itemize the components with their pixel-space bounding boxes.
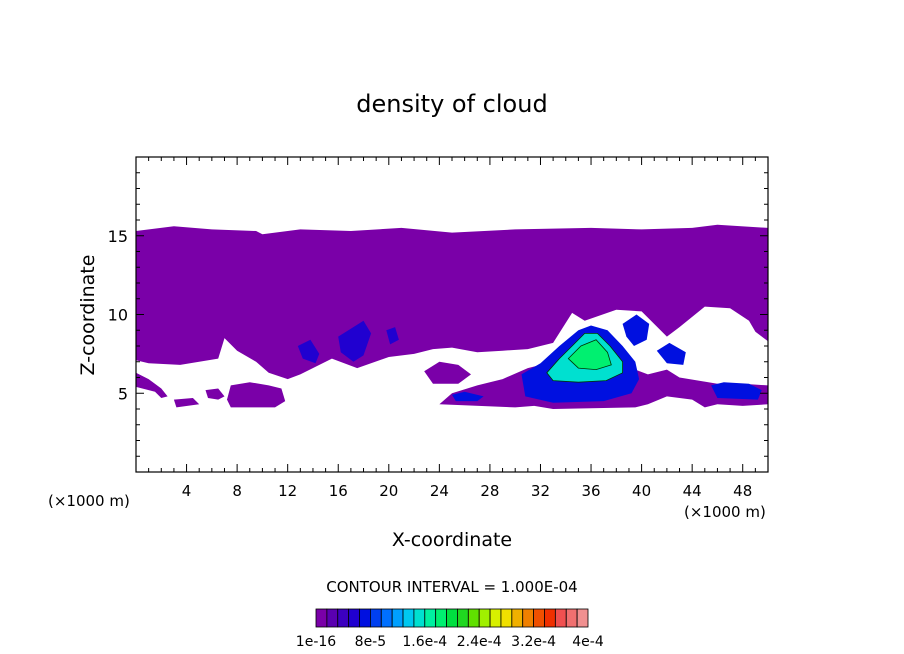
x-tick-label: 4 xyxy=(182,482,192,500)
colorbar-swatch xyxy=(326,608,339,628)
colorbar-swatch xyxy=(391,608,404,628)
contour-interval-text: CONTOUR INTERVAL = 1.000E-04 xyxy=(326,578,577,596)
colorbar-label: 3.2e-4 xyxy=(511,634,556,650)
y-tick-label: 10 xyxy=(108,306,128,325)
colorbar-swatch xyxy=(478,608,491,628)
contour-region-4 xyxy=(205,388,225,400)
colorbar-swatch xyxy=(380,608,393,628)
colorbar-swatch xyxy=(315,608,328,628)
colorbar-swatch xyxy=(337,608,350,628)
colorbar-label: 8e-5 xyxy=(355,634,386,650)
x-tick-label: 16 xyxy=(329,482,348,500)
contour-region-12 xyxy=(656,342,686,365)
contour-region-8 xyxy=(338,320,372,362)
x-tick-label: 44 xyxy=(683,482,702,500)
colorbar-swatch xyxy=(511,608,524,628)
x-tick-label: 48 xyxy=(733,482,752,500)
y-axis-label: Z-coordinate xyxy=(77,255,99,376)
x-tick-label: 32 xyxy=(531,482,550,500)
colorbar-label: 2.4e-4 xyxy=(457,634,502,650)
x-tick-label: 28 xyxy=(480,482,499,500)
colorbar-swatch xyxy=(413,608,426,628)
colorbar-label: 4e-4 xyxy=(572,634,604,650)
contour-region-5 xyxy=(424,361,471,384)
colorbar-swatch xyxy=(576,608,589,628)
colorbar-label: 1e-16 xyxy=(296,634,336,650)
contour-region-16 xyxy=(567,339,612,371)
colorbar-labels: 1e-16 8e-5 1.6e-4 2.4e-4 3.2e-4 4e-4 xyxy=(296,634,604,650)
y-tick-label: 5 xyxy=(118,384,128,403)
x-tick-label: 12 xyxy=(278,482,297,500)
colorbar-swatch xyxy=(565,608,578,628)
contour-region-13 xyxy=(711,382,762,400)
colorbar-swatch xyxy=(424,608,437,628)
colorbar-swatch xyxy=(446,608,458,628)
z-unit-label: (×1000 m) xyxy=(48,492,130,510)
colorbar-label: 1.6e-4 xyxy=(402,634,447,650)
colorbar-swatch xyxy=(457,608,469,628)
colorbar xyxy=(315,608,589,628)
x-tick-label: 36 xyxy=(581,482,600,500)
colorbar-swatch xyxy=(348,608,360,628)
x-tick-label: 40 xyxy=(632,482,651,500)
colorbar-swatch xyxy=(467,608,480,628)
y-tick-label: 15 xyxy=(108,227,128,246)
x-tick-label: 8 xyxy=(232,482,242,500)
x-axis-ticks: 4 8 12 16 20 24 28 32 36 40 44 48 xyxy=(148,157,756,500)
contour-region-0 xyxy=(136,224,768,380)
y-axis-ticks: 5 10 15 xyxy=(108,172,768,457)
colorbar-swatch xyxy=(554,608,567,628)
colorbar-swatch xyxy=(435,608,447,628)
colorbar-swatch xyxy=(500,608,513,628)
contour-region-7 xyxy=(297,339,320,364)
contour-region-9 xyxy=(386,327,399,345)
contour-region-3 xyxy=(173,398,200,408)
colorbar-swatch xyxy=(489,608,502,628)
colorbar-swatch xyxy=(402,608,415,628)
colorbar-swatch xyxy=(533,608,545,628)
x-axis-label: X-coordinate xyxy=(392,529,512,551)
contour-region-11 xyxy=(622,314,650,346)
x-tick-label: 24 xyxy=(430,482,449,500)
colorbar-swatch xyxy=(544,608,556,628)
chart-title: density of cloud xyxy=(356,90,547,118)
colorbar-swatch xyxy=(359,608,371,628)
contour-region-2 xyxy=(227,382,286,408)
contour-region-1 xyxy=(136,372,168,398)
colorbar-swatch xyxy=(369,608,382,628)
x-unit-label: (×1000 m) xyxy=(684,503,766,521)
colorbar-swatch xyxy=(522,608,534,628)
x-tick-label: 20 xyxy=(379,482,398,500)
contour-region-14 xyxy=(452,391,484,402)
contour-regions xyxy=(136,224,768,409)
